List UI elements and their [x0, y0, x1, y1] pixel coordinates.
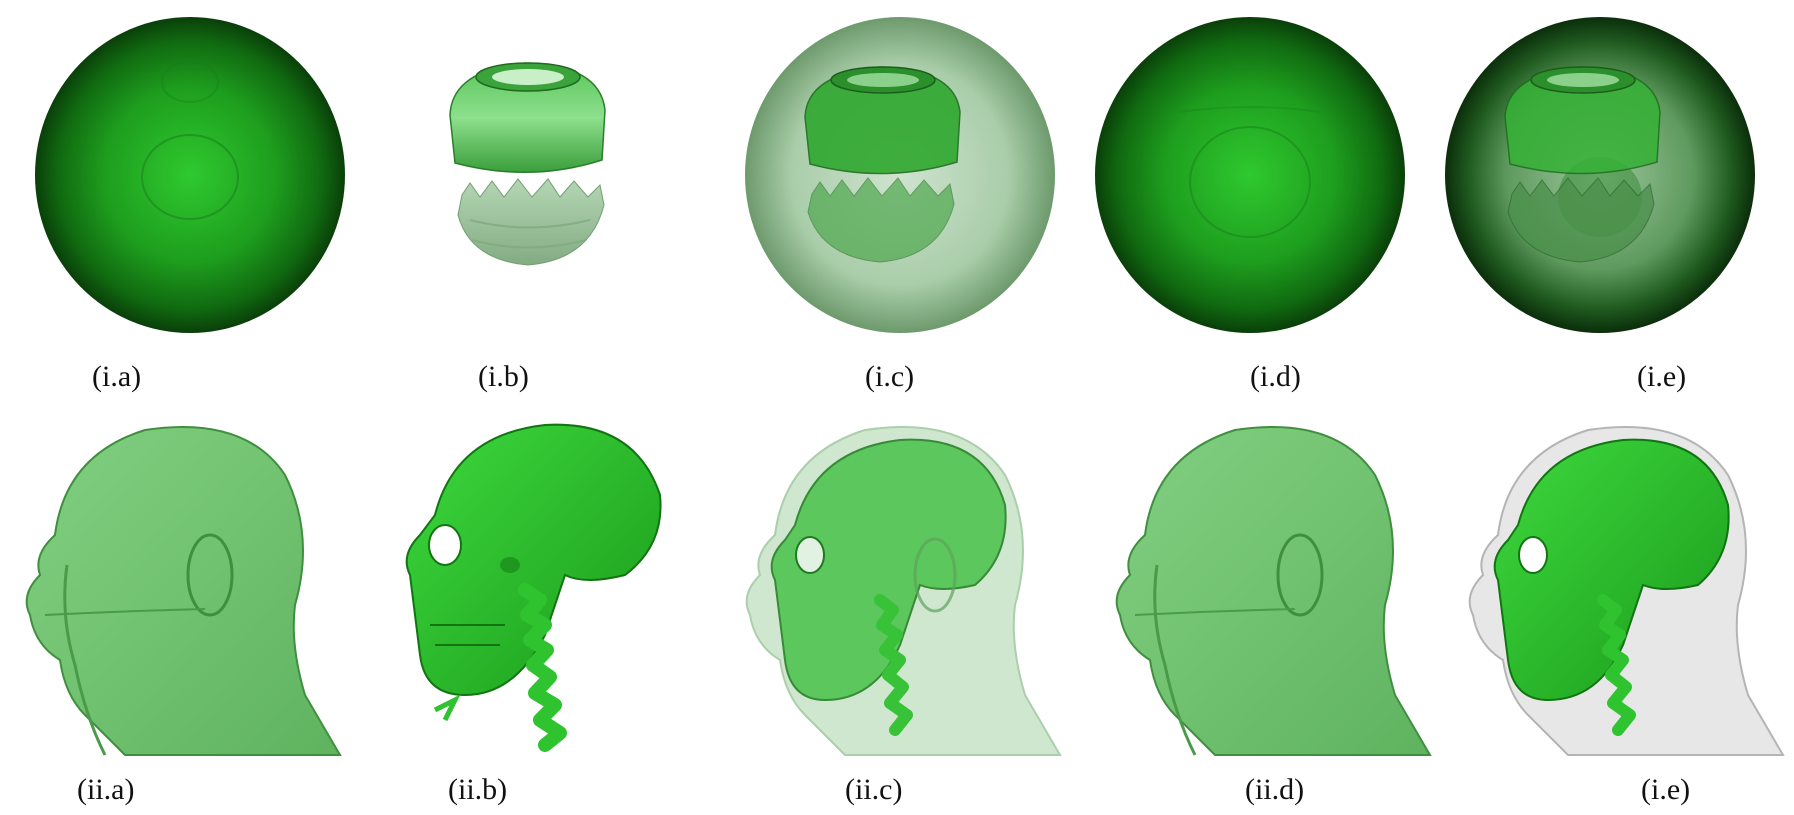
- caption-ii-a: (ii.a): [77, 773, 135, 806]
- panel-sphere-solid-alt: [1090, 12, 1410, 337]
- caption-ii-e: (i.e): [1641, 773, 1691, 806]
- caption-i-b: (i.b): [478, 360, 529, 393]
- caption-i-e: (i.e): [1637, 360, 1687, 393]
- sphere-render: [35, 17, 345, 333]
- panel-head-shell-skull: [1448, 415, 1788, 760]
- caption-i-d: (i.d): [1250, 360, 1301, 393]
- caption-ii-b: (ii.b): [448, 773, 508, 806]
- panel-skull: [395, 415, 675, 760]
- panel-sphere-solid: [30, 12, 350, 337]
- caption-i-c: (i.c): [865, 360, 915, 393]
- caption-i-a: (i.a): [92, 360, 142, 393]
- caption-ii-d: (ii.d): [1245, 773, 1305, 806]
- panel-sphere-blended: [1440, 12, 1760, 337]
- panel-head-blended: [725, 415, 1070, 760]
- panel-head-skin-alt: [1095, 415, 1440, 760]
- head-blended-render: [745, 426, 1062, 756]
- inner-structure-render: [449, 62, 606, 266]
- head-shell-skull-render: [1468, 426, 1785, 756]
- head-skin-render: [25, 426, 342, 756]
- panel-inner-structure: [440, 55, 620, 275]
- sphere-blended-render: [1445, 17, 1755, 333]
- caption-ii-c: (ii.c): [845, 773, 903, 806]
- sphere-transparent-render: [745, 17, 1055, 333]
- skull-render: [405, 423, 662, 752]
- panel-head-skin: [5, 415, 345, 760]
- panel-sphere-transparent: [740, 12, 1060, 337]
- sphere-render-alt: [1095, 17, 1405, 333]
- head-skin-alt-render: [1115, 426, 1432, 756]
